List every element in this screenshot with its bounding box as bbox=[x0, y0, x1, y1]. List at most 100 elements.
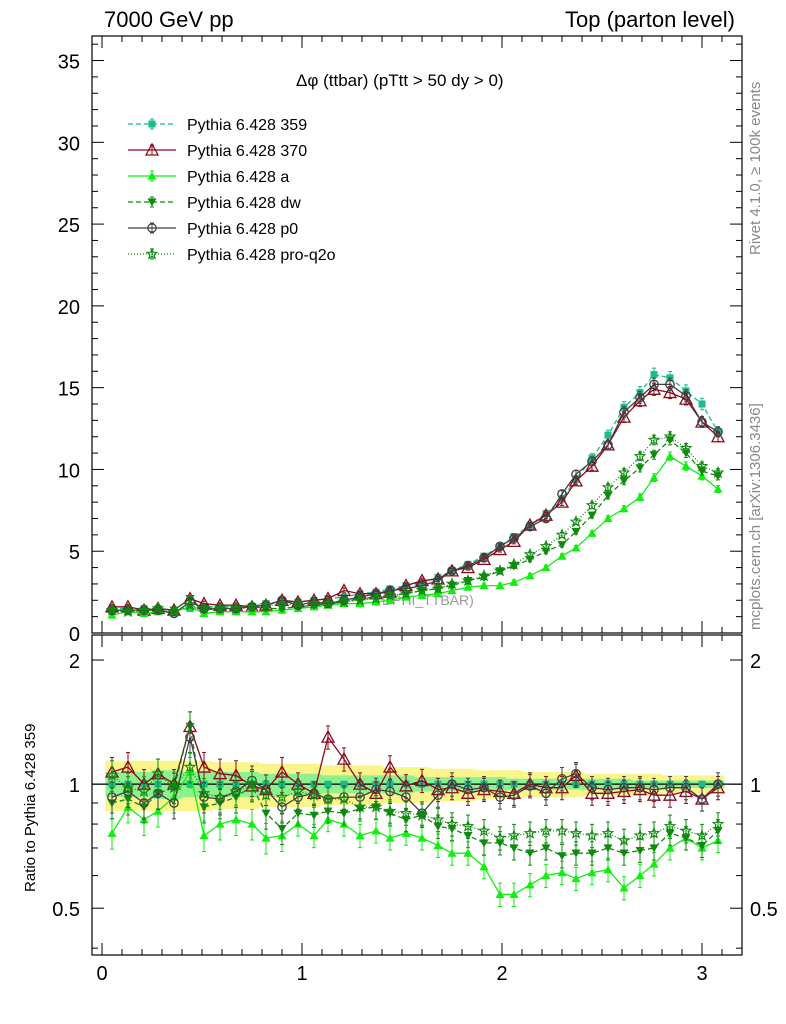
data-point bbox=[646, 381, 662, 395]
ratio-point bbox=[383, 804, 397, 817]
data-point bbox=[665, 451, 675, 460]
data-point bbox=[663, 429, 677, 443]
data-point bbox=[137, 603, 151, 616]
ratio-point bbox=[199, 831, 209, 840]
ratio-point bbox=[477, 824, 491, 837]
ratio-point bbox=[461, 819, 475, 832]
data-point bbox=[603, 440, 613, 450]
ratio-point bbox=[479, 862, 489, 871]
x-tick-label: 1 bbox=[296, 963, 307, 985]
ratio-point bbox=[197, 786, 211, 799]
data-point bbox=[461, 573, 475, 587]
data-point bbox=[695, 459, 709, 472]
data-point bbox=[662, 385, 678, 399]
ratio-point bbox=[247, 819, 257, 828]
ratio-point bbox=[385, 833, 395, 842]
data-point bbox=[321, 596, 335, 610]
series-1 bbox=[104, 381, 726, 616]
data-point bbox=[568, 473, 584, 487]
ratio-point bbox=[711, 817, 725, 830]
ratio-point bbox=[587, 868, 597, 877]
data-point bbox=[603, 514, 613, 523]
ratio-point bbox=[417, 833, 427, 842]
data-point bbox=[431, 582, 445, 595]
ratio-point bbox=[463, 784, 473, 795]
ratio-point bbox=[215, 819, 225, 828]
ratio-point bbox=[339, 809, 349, 818]
ratio-point bbox=[183, 760, 197, 773]
ratio-point bbox=[320, 729, 336, 743]
x-tick-label: 0 bbox=[96, 963, 107, 985]
ratio-point bbox=[261, 833, 271, 842]
data-point bbox=[571, 543, 581, 552]
ratio-point bbox=[619, 782, 629, 793]
data-point bbox=[383, 588, 397, 601]
ratio-plot-area bbox=[92, 711, 742, 907]
data-point bbox=[555, 528, 569, 541]
y-tick-label: 25 bbox=[58, 215, 80, 237]
ratio-point bbox=[571, 874, 581, 883]
data-point bbox=[509, 533, 519, 543]
ratio-series-4 bbox=[105, 751, 725, 853]
ratio-point bbox=[617, 833, 631, 846]
data-point bbox=[447, 565, 457, 576]
chart-title: Δφ (ttbar) (pTtt > 50 dy > 0) bbox=[296, 71, 504, 90]
ratio-point bbox=[401, 828, 411, 837]
data-point bbox=[183, 598, 197, 611]
ratio-point bbox=[603, 865, 613, 874]
series-4 bbox=[107, 377, 723, 619]
data-point bbox=[619, 504, 629, 513]
ratio-point bbox=[633, 828, 647, 842]
ratio-point bbox=[293, 809, 303, 818]
ratio-point bbox=[120, 759, 136, 773]
ratio-point bbox=[447, 848, 457, 857]
ratio-line-3 bbox=[111, 736, 719, 815]
ratio-point bbox=[525, 849, 535, 858]
ratio-point bbox=[619, 849, 629, 858]
ratio-point bbox=[259, 788, 273, 801]
ratio-point bbox=[619, 883, 629, 892]
data-point bbox=[523, 547, 537, 560]
ratio-point bbox=[433, 840, 443, 850]
ratio-point bbox=[277, 824, 287, 834]
data-point bbox=[635, 464, 645, 473]
series-line-0 bbox=[112, 373, 719, 611]
legend: Pythia 6.428 359 Pythia 6.428 370 Pythia 6… bbox=[128, 117, 336, 264]
ratio-point bbox=[153, 806, 163, 815]
data-point bbox=[399, 586, 413, 600]
ratio-point bbox=[571, 849, 581, 858]
data-point bbox=[213, 601, 227, 614]
ratio-point bbox=[309, 831, 319, 840]
ratio-point bbox=[369, 800, 383, 813]
data-point bbox=[479, 581, 489, 590]
ratio-point bbox=[649, 784, 659, 795]
ratio-point bbox=[185, 732, 195, 742]
ratio-point bbox=[447, 779, 457, 789]
series-line-5 bbox=[111, 436, 719, 613]
data-point bbox=[541, 513, 551, 524]
ratio-point bbox=[275, 790, 289, 803]
ratio-point bbox=[649, 859, 659, 868]
ratio-plot-frame bbox=[91, 634, 743, 956]
data-point bbox=[509, 577, 519, 586]
data-point bbox=[681, 390, 691, 401]
data-point bbox=[584, 458, 600, 472]
ratio-point bbox=[569, 826, 583, 839]
data-point bbox=[587, 456, 597, 467]
data-point bbox=[697, 417, 707, 427]
data-point bbox=[649, 379, 659, 390]
data-point bbox=[539, 539, 553, 552]
data-point bbox=[679, 441, 693, 454]
data-point bbox=[587, 528, 597, 537]
ratio-point bbox=[245, 777, 259, 790]
ratio-point bbox=[479, 782, 489, 793]
data-point bbox=[477, 569, 491, 582]
data-point bbox=[603, 492, 613, 501]
ratio-point bbox=[635, 871, 645, 880]
data-point bbox=[245, 600, 259, 613]
data-point bbox=[557, 551, 567, 560]
ratio-point bbox=[635, 782, 645, 793]
series-0 bbox=[108, 367, 722, 614]
data-point bbox=[229, 601, 243, 614]
ratio-point bbox=[167, 780, 181, 794]
